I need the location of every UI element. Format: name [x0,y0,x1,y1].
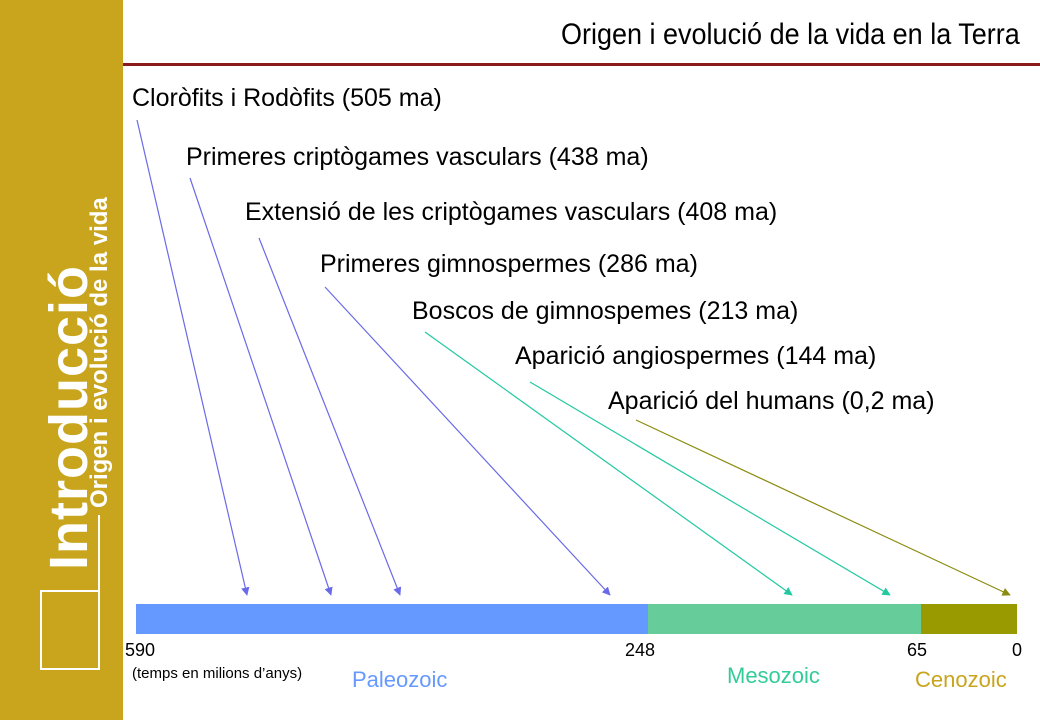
tick-label-65: 65 [906,640,928,660]
sidebar-frame-line [98,515,100,670]
sidebar-frame-line [40,590,100,592]
arrow-first-gymnosperms [324,286,611,596]
event-label-chlorophytes: Cloròfits i Rodòfits (505 ma) [132,84,442,112]
era-bar-mesozoic [648,604,921,634]
arrow-humans [635,419,1011,596]
arrow-first-vascular-cryptogams [189,177,333,596]
event-label-first-gymnosperms: Primeres gimnospermes (286 ma) [320,250,698,278]
sidebar: Introducció Origen i evolució de la vida [0,0,123,720]
tick-label-248: 248 [624,640,656,660]
event-label-first-vascular-cryptogams: Primeres criptògames vasculars (438 ma) [186,143,649,171]
page-title: Origen i evolució de la vida en la Terra [561,18,1020,51]
era-label-mesozoic: Mesozoic [727,663,820,688]
era-bar-paleozoic [136,604,648,634]
tick-label-590: 590 [124,640,156,660]
era-bar-cenozoic [921,604,1017,634]
arrow-vascular-cryptogams-spread [258,237,402,596]
event-label-angiosperms: Aparició angiospermes (144 ma) [515,342,877,370]
arrow-chlorophytes [136,119,250,596]
arrow-gymnosperm-forests [424,331,793,596]
era-label-paleozoic: Paleozoic [352,667,448,692]
title-divider [123,63,1040,66]
event-label-vascular-cryptogams-spread: Extensió de les criptògames vasculars (4… [245,198,778,226]
time-unit-note: (temps en milions d’anys) [132,665,303,682]
event-label-gymnosperm-forests: Boscos de gimnospemes (213 ma) [412,297,799,325]
tick-label-0: 0 [1011,640,1023,660]
sidebar-frame-line [40,590,42,670]
event-label-humans: Aparició del humans (0,2 ma) [608,387,935,415]
sidebar-frame-line [40,668,100,670]
era-label-cenozoic: Cenozoic [915,667,1007,692]
arrow-angiosperms [529,381,891,596]
